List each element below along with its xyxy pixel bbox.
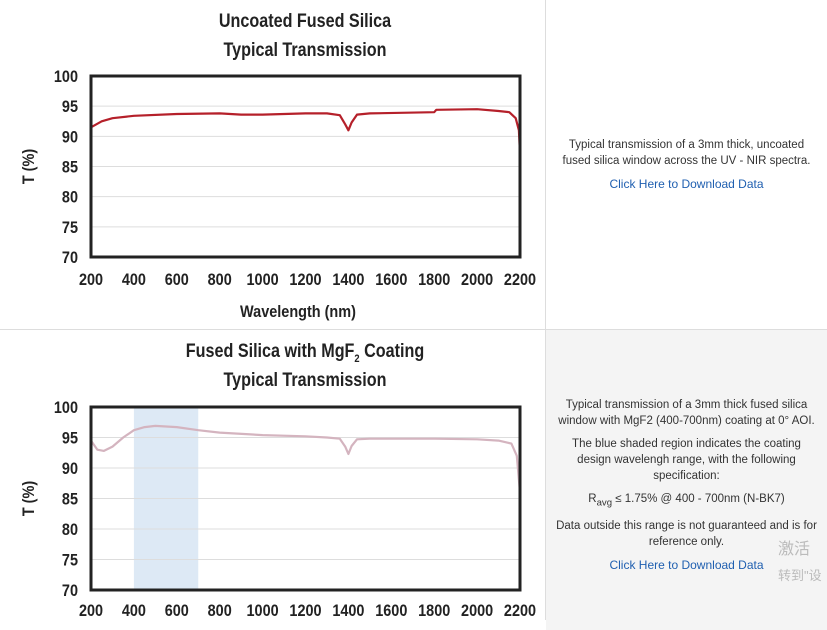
- download-data-link[interactable]: Click Here to Download Data: [609, 177, 764, 191]
- x-tick-label: 1600: [375, 602, 407, 620]
- transmission-chart-mgf2: Fused Silica with MgF2 Coating Typical Tr…: [20, 340, 536, 621]
- transmission-chart-uncoated: Uncoated Fused Silica Typical Transmissio…: [20, 10, 536, 290]
- x-tick-label: 600: [165, 271, 189, 289]
- x-axis-label: Wavelength (nm): [240, 302, 356, 321]
- x-tick-label: 2200: [504, 602, 536, 620]
- chart-subtitle: Typical Transmission: [224, 369, 387, 391]
- x-tick-label: 1200: [289, 271, 321, 289]
- y-tick-label: 85: [62, 158, 78, 176]
- x-tick-label: 2000: [461, 602, 493, 620]
- x-tick-label: 1400: [332, 271, 364, 289]
- x-tick-label: 800: [208, 271, 232, 289]
- chart-title: Uncoated Fused Silica: [219, 10, 391, 32]
- x-tick-label: 1000: [247, 602, 279, 620]
- description-text: Typical transmission of a 3mm thick fuse…: [558, 398, 815, 427]
- y-tick-label: 100: [54, 399, 78, 417]
- chart-subtitle: Typical Transmission: [224, 39, 387, 61]
- chart-panel: Uncoated Fused Silica Typical Transmissio…: [0, 0, 546, 329]
- watermark: 激活: [778, 541, 811, 558]
- y-tick-label: 70: [62, 582, 78, 600]
- y-tick-label: 80: [62, 521, 78, 539]
- chart-panel: Fused Silica with MgF2 Coating Typical Tr…: [0, 330, 546, 620]
- transmission-curve: [90, 424, 522, 493]
- y-tick-label: 70: [62, 249, 78, 267]
- x-tick-label: 600: [165, 602, 189, 620]
- x-tick-label: 200: [79, 271, 103, 289]
- disclaimer: Data outside this range is not guarantee…: [556, 520, 817, 549]
- x-tick-label: 800: [208, 602, 232, 620]
- chart-title: Fused Silica with MgF2 Coating: [186, 340, 424, 365]
- y-tick-label: 75: [62, 551, 78, 569]
- description-text: Typical transmission of a 3mm thick, unc…: [562, 139, 811, 167]
- specification: Ravg ≤ 1.75% @ 400 - 700nm (N-BK7): [588, 492, 785, 509]
- x-tick-label: 1400: [332, 602, 364, 620]
- x-tick-label: 400: [122, 602, 146, 620]
- y-tick-label: 95: [62, 429, 78, 447]
- plot-frame: [89, 405, 522, 592]
- x-tick-label: 1000: [247, 271, 279, 289]
- y-tick-label: 95: [62, 98, 78, 116]
- y-tick-label: 90: [62, 128, 78, 146]
- x-tick-label: 2200: [504, 271, 536, 289]
- chart-row-uncoated: Uncoated Fused Silica Typical Transmissio…: [0, 0, 827, 330]
- y-axis-label: T (%): [20, 481, 38, 516]
- x-tick-label: 400: [122, 271, 146, 289]
- watermark: 转到"设: [778, 568, 822, 583]
- description-text: The blue shaded region indicates the coa…: [572, 437, 801, 482]
- download-data-link[interactable]: Click Here to Download Data: [609, 558, 764, 573]
- y-tick-label: 85: [62, 490, 78, 508]
- x-tick-label: 1800: [418, 271, 450, 289]
- description-panel: Typical transmission of a 3mm thick, unc…: [546, 0, 827, 329]
- x-tick-label: 2000: [461, 271, 493, 289]
- y-tick-label: 100: [54, 68, 78, 86]
- chart-row-mgf2: Fused Silica with MgF2 Coating Typical Tr…: [0, 330, 827, 630]
- y-axis-label: T (%): [20, 149, 38, 184]
- x-tick-label: 1800: [418, 602, 450, 620]
- x-tick-label: 200: [79, 602, 103, 620]
- x-tick-label: 1600: [375, 271, 407, 289]
- plot-frame: [89, 74, 522, 259]
- transmission-curve: [90, 108, 522, 155]
- y-tick-label: 90: [62, 460, 78, 478]
- description-panel: Typical transmission of a 3mm thick fuse…: [546, 330, 827, 630]
- y-tick-label: 80: [62, 189, 78, 207]
- x-tick-label: 1200: [289, 602, 321, 620]
- y-tick-label: 75: [62, 219, 78, 237]
